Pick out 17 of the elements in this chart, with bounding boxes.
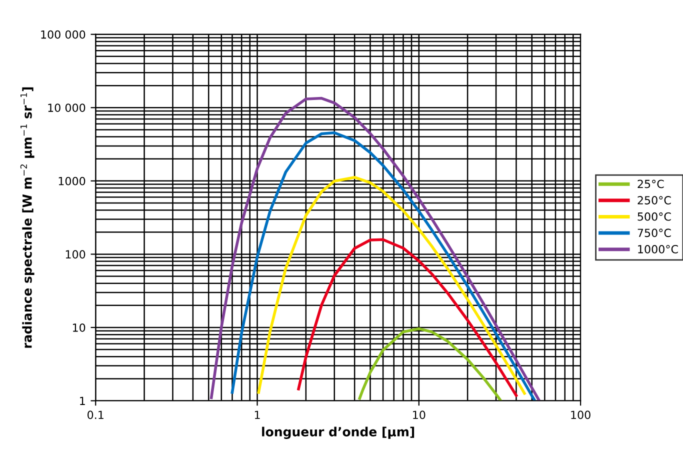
y-tick-label: 10 000 [48,104,86,112]
y-tick-label: 100 000 [41,30,86,39]
legend-label: 750°C [638,228,671,238]
y-tick-label: 100 [66,250,86,259]
y-tick-label: 1000 [58,176,86,186]
x-tick-label: 100 [571,410,590,420]
x-tick-label: 0.1 [88,410,104,420]
x-axis-title: longueur d’onde [µm] [262,426,414,439]
x-tick-label: 1 [254,410,260,419]
legend-label: 1000°C [638,244,678,254]
y-axis-title: radiance spectrale [W m$^{−2}$ µm$^{−1}$ sr$^{−1}$] [20,87,34,348]
x-tick-label: 10 [413,410,426,420]
y-tick-label: 10 [72,323,86,332]
legend-label: 25°C [638,180,664,188]
legend-label: 500°C [638,212,671,221]
y-tick-label: 1 [80,396,85,405]
legend-label: 250°C [638,196,671,204]
